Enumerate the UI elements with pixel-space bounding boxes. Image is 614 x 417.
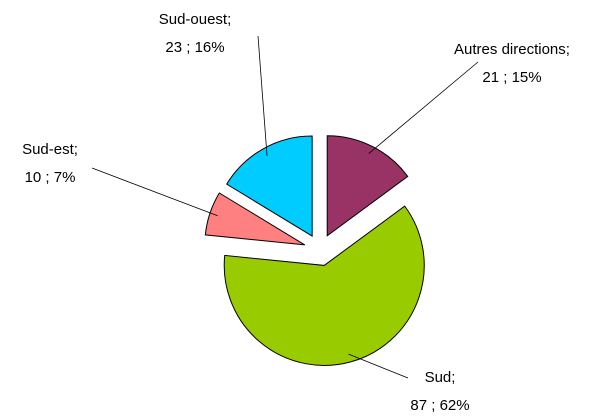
data-label-name: Sud;	[425, 369, 456, 386]
leader-line	[348, 353, 409, 379]
leader-line	[368, 61, 479, 154]
data-label-value: 10 ; 7%	[25, 169, 76, 186]
leader-line	[257, 35, 268, 156]
leader-line	[91, 167, 218, 217]
data-label-value: 23 ; 16%	[165, 39, 224, 56]
data-label-value: 87 ; 62%	[410, 397, 469, 414]
data-label-name: Sud-ouest;	[159, 11, 232, 28]
data-label-name: Autres directions;	[454, 41, 570, 58]
data-label-value: 21 ; 15%	[482, 69, 541, 86]
pie-slice	[326, 135, 409, 237]
pie-slice	[226, 135, 313, 237]
pie-slice	[223, 205, 425, 366]
data-label-name: Sud-est;	[22, 141, 78, 158]
